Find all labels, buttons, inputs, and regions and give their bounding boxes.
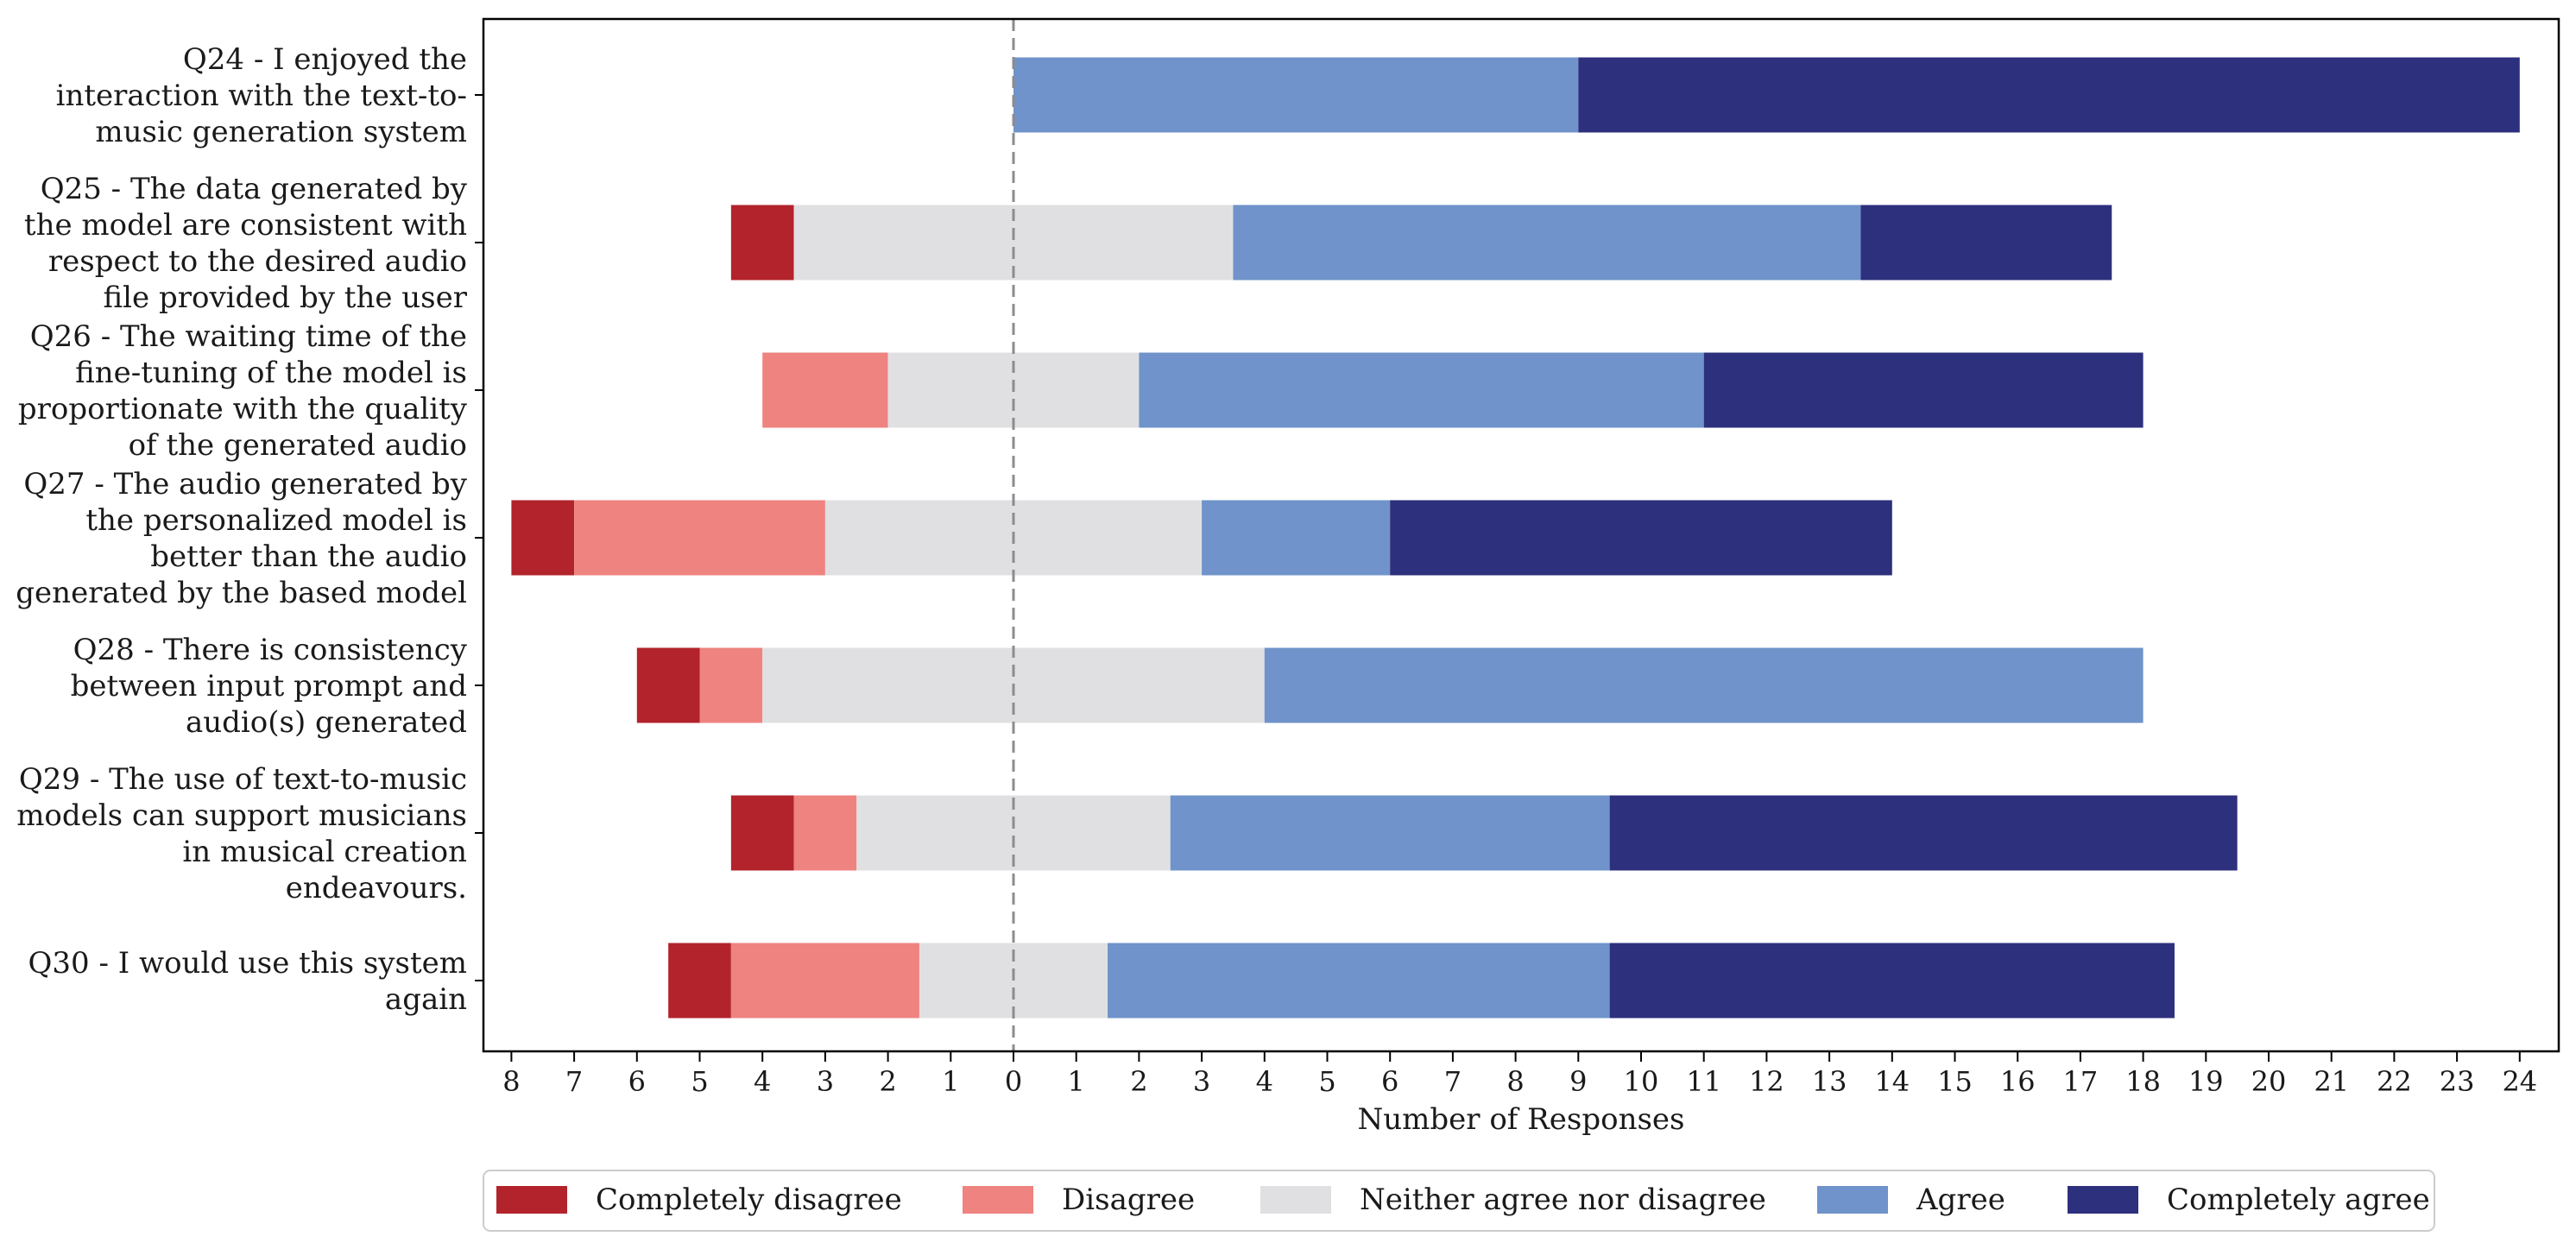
x-tick-label: 1 bbox=[1068, 1065, 1085, 1098]
legend-swatch bbox=[496, 1186, 567, 1214]
bar-q26-series-4 bbox=[1703, 352, 2144, 428]
x-tick-label: 21 bbox=[2314, 1065, 2349, 1098]
bar-q30-series-3 bbox=[1108, 943, 1610, 1019]
category-label-line: between input prompt and bbox=[71, 669, 467, 703]
x-tick-label: 1 bbox=[942, 1065, 959, 1098]
x-tick-label: 2 bbox=[879, 1065, 896, 1098]
bar-q25-series-0 bbox=[730, 205, 794, 281]
x-tick-label: 8 bbox=[502, 1065, 520, 1098]
x-tick-label: 18 bbox=[2125, 1065, 2161, 1098]
legend-swatch bbox=[1260, 1186, 1331, 1214]
bar-q27-series-0 bbox=[511, 500, 575, 576]
legend-label: Completely disagree bbox=[596, 1183, 902, 1217]
bar-q24-series-3 bbox=[1013, 57, 1579, 133]
x-tick-label: 4 bbox=[754, 1065, 771, 1098]
x-tick-label: 22 bbox=[2377, 1065, 2412, 1098]
bar-q26-series-3 bbox=[1139, 352, 1704, 428]
bar-q28-series-3 bbox=[1264, 647, 2144, 723]
category-label-line: of the generated audio bbox=[129, 428, 467, 463]
x-tick-label: 20 bbox=[2251, 1065, 2287, 1098]
x-tick-label: 14 bbox=[1874, 1065, 1910, 1098]
category-label-line: Q29 - The use of text-to-music bbox=[19, 762, 467, 797]
x-tick-label: 13 bbox=[1812, 1065, 1847, 1098]
legend-label: Agree bbox=[1916, 1183, 2005, 1217]
category-label-line: Q25 - The data generated by bbox=[41, 172, 468, 206]
bar-q30-series-4 bbox=[1609, 943, 2175, 1019]
x-tick-label: 3 bbox=[817, 1065, 834, 1098]
bar-q27-series-1 bbox=[574, 500, 825, 576]
x-tick-label: 23 bbox=[2440, 1065, 2475, 1098]
x-tick-label: 5 bbox=[1318, 1065, 1335, 1098]
category-label-line: Q28 - There is consistency bbox=[73, 633, 468, 667]
legend-swatch bbox=[1817, 1186, 1888, 1214]
x-tick-label: 19 bbox=[2188, 1065, 2224, 1098]
x-tick-label: 3 bbox=[1193, 1065, 1210, 1098]
category-label-line: music generation system bbox=[95, 115, 467, 149]
category-label-line: Q27 - The audio generated by bbox=[23, 467, 467, 501]
legend: Completely disagree Disagree Neither agree… bbox=[483, 1170, 2435, 1232]
category-label-line: again bbox=[385, 982, 467, 1017]
category-label-line: in musical creation bbox=[182, 835, 467, 869]
bar-q27-series-4 bbox=[1390, 500, 1892, 576]
category-label-line: respect to the desired audio bbox=[48, 244, 467, 279]
x-tick-label: 11 bbox=[1686, 1065, 1721, 1098]
x-tick-label: 24 bbox=[2502, 1065, 2537, 1098]
bar-q25-series-3 bbox=[1233, 205, 1861, 281]
bar-q29-series-1 bbox=[793, 795, 857, 871]
bar-q26-series-1 bbox=[762, 352, 888, 428]
x-tick-label: 2 bbox=[1130, 1065, 1147, 1098]
category-label-line: file provided by the user bbox=[104, 281, 468, 315]
bar-q30-series-0 bbox=[668, 943, 731, 1019]
legend-box bbox=[483, 1170, 2435, 1232]
legend-swatch bbox=[2068, 1186, 2138, 1214]
x-tick-label: 7 bbox=[565, 1065, 583, 1098]
x-tick-label: 16 bbox=[2000, 1065, 2036, 1098]
category-label-line: interaction with the text-to- bbox=[56, 79, 467, 113]
x-tick-label: 4 bbox=[1256, 1065, 1273, 1098]
bar-q28-series-1 bbox=[699, 647, 763, 723]
plot-area-frame bbox=[482, 17, 2560, 1053]
legend-label: Disagree bbox=[1062, 1183, 1195, 1217]
category-label-line: models can support musicians bbox=[16, 798, 467, 833]
category-label-line: the personalized model is bbox=[85, 503, 467, 538]
x-tick-label: 9 bbox=[1569, 1065, 1587, 1098]
x-tick-label: 15 bbox=[1937, 1065, 1973, 1098]
x-tick-label: 6 bbox=[1381, 1065, 1398, 1098]
category-label-line: Q24 - I enjoyed the bbox=[183, 42, 467, 77]
category-label-line: Q30 - I would use this system bbox=[28, 946, 468, 981]
x-tick-label: 7 bbox=[1444, 1065, 1462, 1098]
legend-swatch bbox=[963, 1186, 1033, 1214]
category-label-line: audio(s) generated bbox=[186, 705, 467, 740]
bar-q25-series-4 bbox=[1860, 205, 2112, 281]
bar-q28-series-0 bbox=[636, 647, 700, 723]
category-label-line: fine-tuning of the model is bbox=[75, 356, 467, 390]
bar-q24-series-4 bbox=[1578, 57, 2520, 133]
category-label-line: the model are consistent with bbox=[24, 208, 467, 243]
legend-label: Neither agree nor disagree bbox=[1360, 1183, 1766, 1217]
x-tick-label: 8 bbox=[1506, 1065, 1524, 1098]
category-label-line: endeavours. bbox=[286, 871, 467, 905]
bar-q29-series-3 bbox=[1170, 795, 1610, 871]
x-tick-label: 6 bbox=[628, 1065, 646, 1098]
x-tick-label: 12 bbox=[1749, 1065, 1784, 1098]
category-label-line: proportionate with the quality bbox=[18, 392, 468, 426]
x-tick-label: 0 bbox=[1005, 1065, 1022, 1098]
bar-q29-series-0 bbox=[730, 795, 794, 871]
legend-label: Completely agree bbox=[2167, 1183, 2430, 1217]
x-tick-label: 10 bbox=[1624, 1065, 1659, 1098]
bar-q27-series-3 bbox=[1202, 500, 1391, 576]
category-label-line: better than the audio bbox=[150, 539, 467, 574]
x-tick-label: 17 bbox=[2063, 1065, 2099, 1098]
x-axis-label: Number of Responses bbox=[1357, 1102, 1684, 1137]
x-axis: 8 7 6 5 4 3 2 1 0 1 2 3 4 5 6 7 8 9 10 11 12 13 14 15 16 17 18 19 20… bbox=[502, 1051, 2537, 1098]
bar-q29-series-4 bbox=[1609, 795, 2238, 871]
category-label-line: Q26 - The waiting time of the bbox=[30, 319, 467, 354]
bar-q30-series-1 bbox=[730, 943, 919, 1019]
bars-group bbox=[511, 57, 2520, 1019]
x-tick-label: 5 bbox=[691, 1065, 708, 1098]
category-label-line: generated by the based model bbox=[16, 576, 467, 610]
